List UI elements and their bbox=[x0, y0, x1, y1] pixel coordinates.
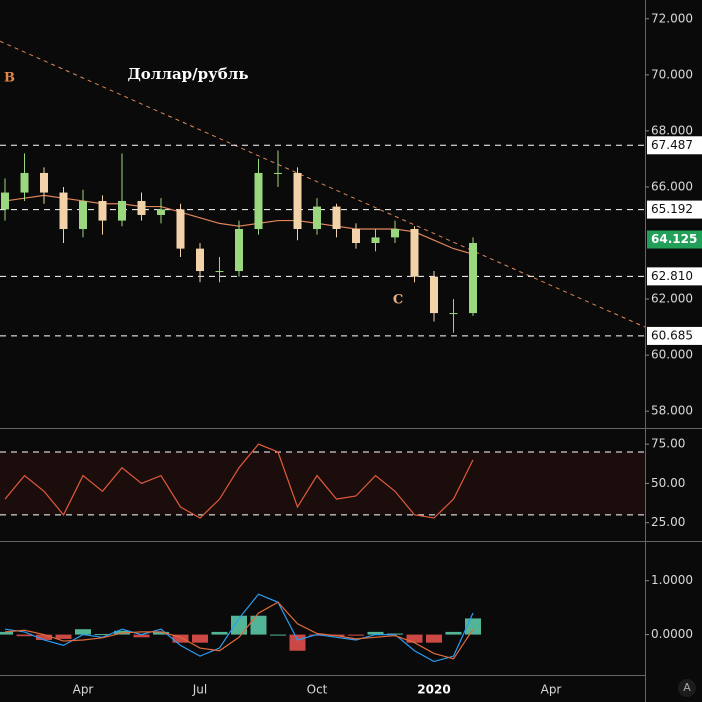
candle-body bbox=[293, 172, 302, 229]
histogram-bar bbox=[192, 634, 208, 643]
trend-line bbox=[0, 40, 646, 328]
histogram-bar bbox=[250, 615, 267, 635]
histogram-bar bbox=[445, 631, 462, 635]
candle-body bbox=[59, 192, 68, 229]
candle-body bbox=[157, 209, 165, 215]
level-label: 60.685 bbox=[651, 328, 693, 342]
histogram-bar bbox=[94, 634, 111, 636]
candle-body bbox=[196, 248, 204, 272]
x-tick-label: Jul bbox=[192, 683, 207, 697]
candle-body bbox=[410, 228, 419, 277]
level-label: 62.810 bbox=[651, 269, 693, 283]
rsi-line bbox=[4, 443, 474, 519]
y-tick-label: 60.000 bbox=[651, 348, 693, 362]
level-box bbox=[647, 267, 702, 286]
last-price-box bbox=[647, 230, 702, 249]
histogram-bar bbox=[348, 634, 364, 636]
x-tick-label: Apr bbox=[73, 683, 94, 697]
candle-body bbox=[313, 206, 321, 229]
macd-line bbox=[4, 601, 474, 660]
level-label: 67.487 bbox=[651, 138, 693, 152]
candle-body bbox=[352, 228, 360, 244]
last-price-label: 64.125 bbox=[651, 232, 697, 246]
candle-body bbox=[469, 243, 477, 314]
auto-scale-button[interactable] bbox=[678, 679, 696, 697]
candle-body bbox=[215, 271, 224, 273]
wave-label: C bbox=[393, 293, 403, 308]
candle-body bbox=[79, 200, 87, 229]
level-box bbox=[647, 326, 702, 345]
macd-line bbox=[4, 593, 474, 663]
histogram-bar bbox=[211, 631, 228, 635]
histogram-bar bbox=[16, 634, 33, 637]
candle-body bbox=[1, 192, 9, 210]
y-tick-label: 66.000 bbox=[651, 179, 693, 193]
y-tick-label: 68.000 bbox=[651, 123, 693, 137]
candle-body bbox=[254, 172, 263, 229]
candle-body bbox=[449, 313, 458, 315]
candle-body bbox=[391, 228, 399, 238]
histogram-bar bbox=[367, 631, 384, 635]
y-tick-label: 72.000 bbox=[651, 11, 693, 25]
candle-body bbox=[118, 200, 126, 221]
wave-label: B bbox=[4, 71, 15, 86]
y-tick-label: 75.00 bbox=[651, 437, 685, 451]
histogram-bar bbox=[406, 634, 423, 643]
level-box bbox=[647, 136, 702, 155]
candle-body bbox=[371, 237, 380, 244]
histogram-bar bbox=[172, 634, 189, 643]
candle-body bbox=[40, 172, 48, 193]
auto-scale-label[interactable]: A bbox=[683, 681, 691, 694]
histogram-bar bbox=[426, 634, 442, 643]
y-tick-label: 50.00 bbox=[651, 476, 685, 490]
histogram-bar bbox=[133, 634, 150, 638]
level-box bbox=[647, 200, 702, 219]
candle-body bbox=[235, 228, 243, 272]
y-tick-label: 25.00 bbox=[651, 515, 685, 529]
y-tick-label: 58.000 bbox=[651, 404, 693, 418]
histogram-bar bbox=[36, 634, 52, 640]
candle-body bbox=[430, 276, 438, 314]
candle-body bbox=[98, 200, 107, 221]
candle-body bbox=[332, 206, 341, 229]
y-tick-label: 62.000 bbox=[651, 292, 693, 306]
histogram-bar bbox=[0, 631, 13, 635]
candle-body bbox=[137, 200, 146, 215]
histogram-bar bbox=[75, 629, 91, 635]
candle-body bbox=[176, 209, 185, 249]
candle-body bbox=[20, 172, 29, 193]
histogram-bar bbox=[55, 634, 72, 639]
y-tick-label: 1.0000 bbox=[651, 573, 693, 587]
histogram-bar bbox=[231, 615, 247, 635]
x-tick-label: Apr bbox=[541, 683, 562, 697]
y-tick-label: 70.000 bbox=[651, 67, 693, 81]
histogram-bar bbox=[153, 631, 169, 635]
level-label: 65.192 bbox=[651, 202, 693, 216]
x-tick-label: 2020 bbox=[417, 683, 450, 697]
histogram-bar bbox=[289, 634, 306, 651]
rsi-band bbox=[0, 452, 645, 515]
y-tick-label: 0.0000 bbox=[651, 627, 693, 641]
x-tick-label: Oct bbox=[307, 683, 328, 697]
chart-title: Доллар/рубль bbox=[127, 65, 248, 83]
candle-body bbox=[274, 172, 282, 174]
histogram-bar bbox=[270, 634, 286, 636]
